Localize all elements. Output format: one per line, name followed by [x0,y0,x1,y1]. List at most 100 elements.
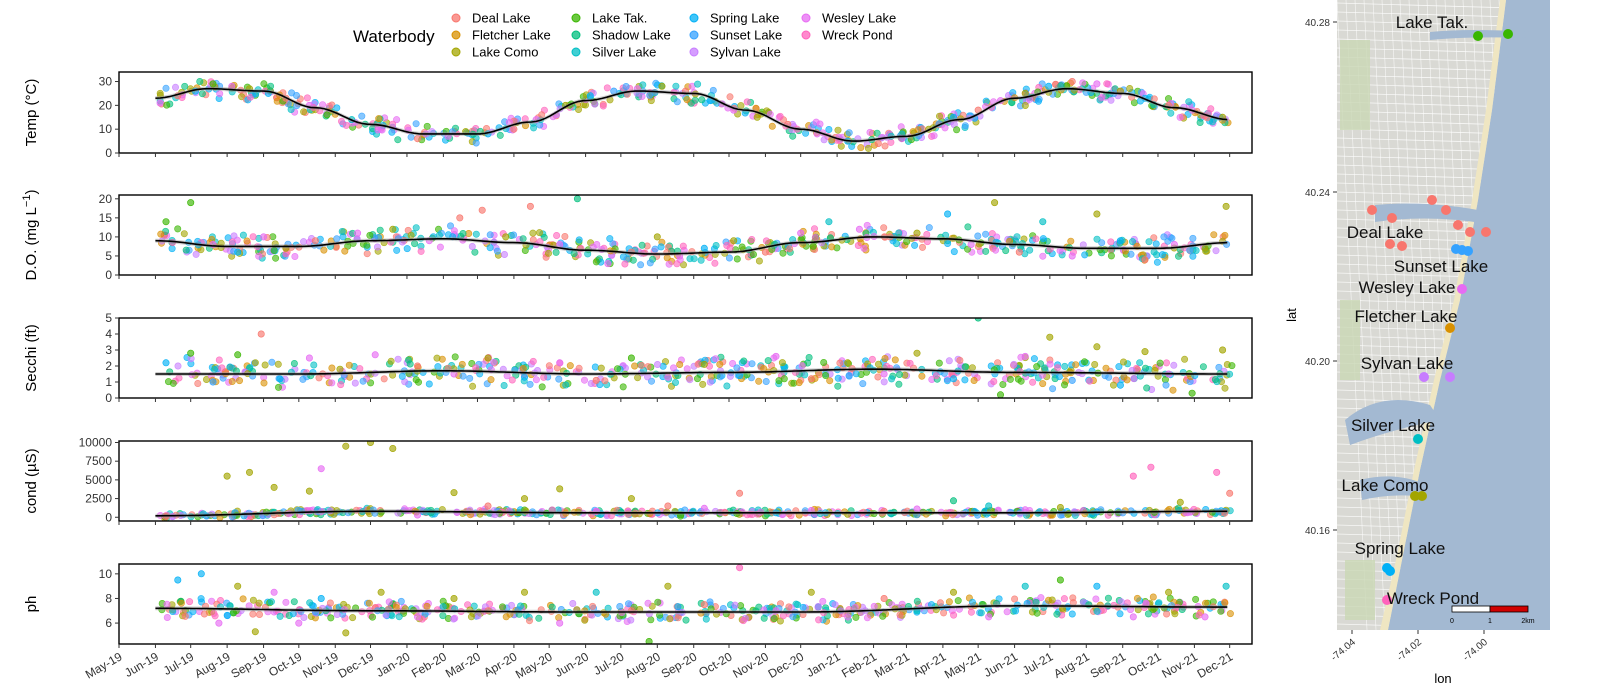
data-point [730,237,738,245]
data-point [407,231,415,239]
data-point [1226,489,1234,497]
data-point [961,363,969,371]
data-point [187,199,195,207]
data-point [535,614,543,622]
data-point [918,372,926,380]
data-point [888,375,896,383]
street [1372,0,1404,630]
legend-entry: Fletcher Lake [472,28,551,43]
data-point [288,89,296,97]
data-point [1163,610,1171,618]
data-point [274,383,282,391]
data-point [874,373,882,381]
beach [1380,0,1506,630]
data-point [305,487,313,495]
x-tick-label: Sep-21 [1088,649,1129,681]
data-point [1012,607,1020,615]
data-point [627,354,635,362]
data-point [380,375,388,383]
data-point [580,376,588,384]
data-point [1141,348,1149,356]
legend-swatch [451,47,461,57]
data-point [371,351,379,359]
y-tick-label: 2500 [85,492,112,506]
data-point [925,224,933,232]
data-point [845,129,853,137]
data-point [779,249,787,257]
data-point [1221,384,1229,392]
panel-plot-area [155,195,1231,269]
data-point [1091,360,1099,368]
data-point [627,495,635,503]
data-point [1143,384,1151,392]
data-point [337,381,345,389]
data-point [336,365,344,373]
data-point [1145,238,1153,246]
y-tick-label: 0 [105,391,112,405]
data-point [526,380,534,388]
data-point [780,375,788,383]
data-point [1164,237,1172,245]
legend-entry: Lake Tak. [592,11,647,26]
data-point [1014,375,1022,383]
lake-marker [1445,372,1455,382]
data-point [305,354,313,362]
data-point [540,373,548,381]
data-point [251,359,259,367]
data-point [274,360,282,368]
data-point [397,597,405,605]
data-point [510,125,518,133]
data-point [819,597,827,605]
data-point [553,232,561,240]
data-point [700,601,708,609]
data-point [395,613,403,621]
data-point [491,511,499,519]
data-point [755,377,763,385]
lake-label: Sunset Lake [1394,257,1489,276]
data-point [502,233,510,241]
data-point [950,611,958,619]
data-point [913,597,921,605]
data-point [498,603,506,611]
data-point [982,230,990,238]
data-point [1039,235,1047,243]
data-point [880,224,888,232]
data-point [1136,359,1144,367]
data-point [376,226,384,234]
data-point [941,124,949,132]
data-point [868,355,876,363]
data-point [423,602,431,610]
data-point [223,472,231,480]
data-point [812,118,820,126]
data-point [1169,386,1177,394]
data-point [394,355,402,363]
data-point [1072,361,1080,369]
data-point [778,359,786,367]
data-point [412,120,420,128]
data-point [1102,364,1110,372]
data-point [982,247,990,255]
data-point [333,104,341,112]
data-point [977,609,985,617]
x-tick-label: May-21 [942,649,984,681]
data-point [486,231,494,239]
legend-entry: Deal Lake [472,11,531,26]
lake-marker [1453,220,1463,230]
map-y-tick-label: 40.20 [1305,357,1330,368]
map-x-axis-label: lon [1434,671,1451,686]
data-point [1053,610,1061,618]
data-point [388,612,396,620]
x-tick-label: Jan-20 [374,649,413,680]
data-point [913,229,921,237]
data-point [743,98,751,106]
data-point [653,233,661,241]
data-point [174,576,182,584]
data-point [798,362,806,370]
x-tick-label: Jul-19 [161,649,197,678]
data-point [935,112,943,120]
data-point [1152,240,1160,248]
data-point [864,144,872,152]
data-point [246,468,254,476]
data-point [257,330,265,338]
lake-label: Lake Como [1342,476,1429,495]
